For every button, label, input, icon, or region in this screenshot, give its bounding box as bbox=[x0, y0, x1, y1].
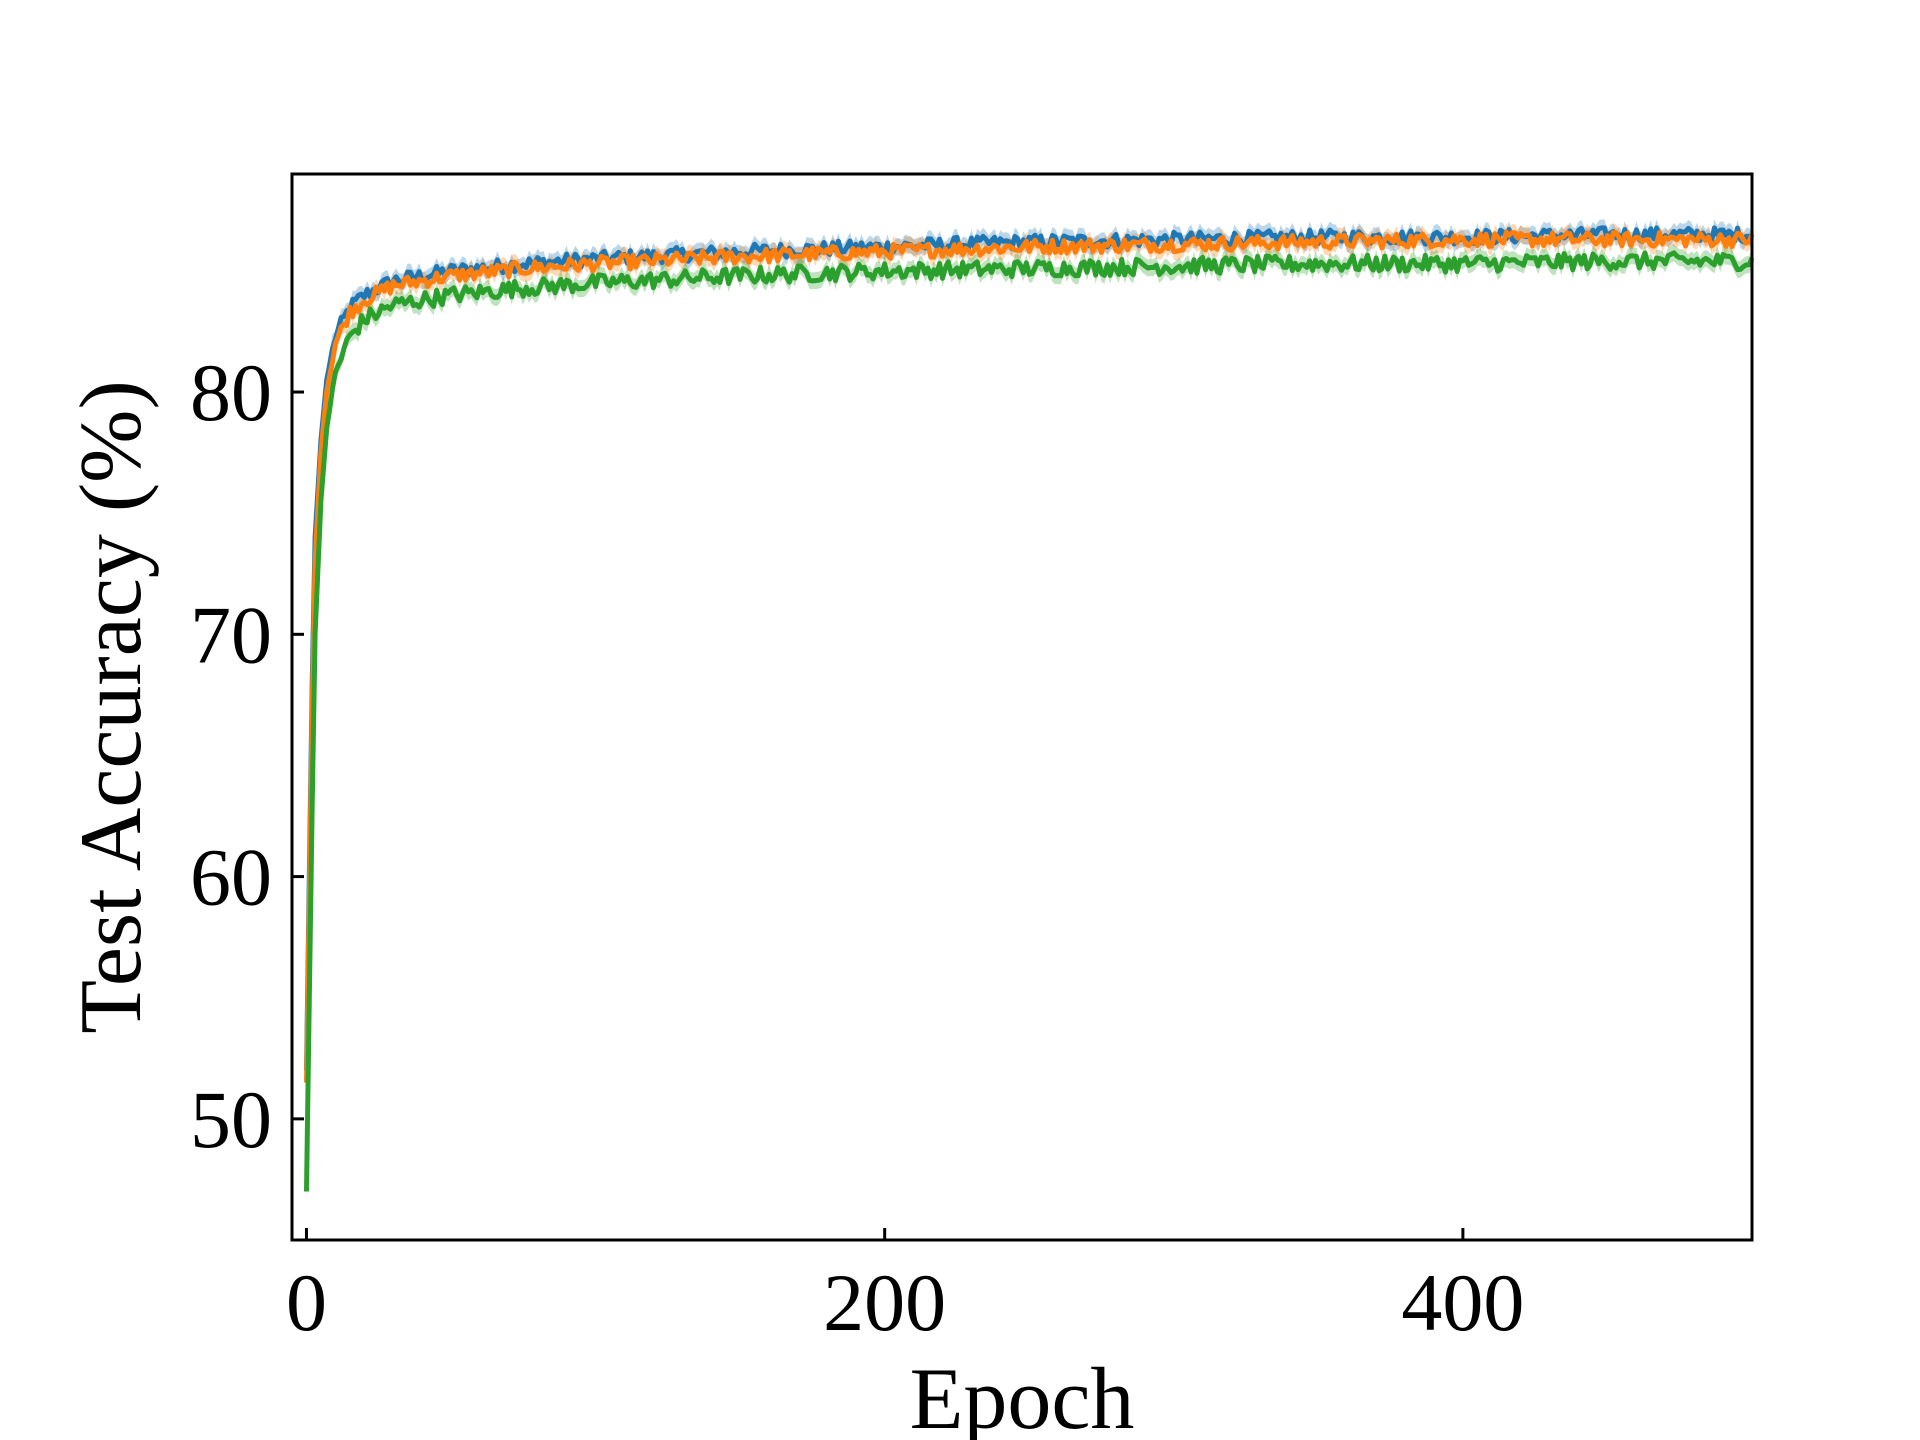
x-axis-label: Epoch bbox=[910, 1351, 1135, 1440]
x-axis-ticks: 0 200 400 bbox=[286, 1228, 1524, 1348]
plot-frame bbox=[290, 172, 1754, 1242]
series-lines bbox=[304, 225, 1755, 1192]
y-axis-label: Test Accuracy (%) bbox=[63, 380, 160, 1034]
x-tick-label: 400 bbox=[1401, 1257, 1524, 1348]
x-tick-label: 200 bbox=[823, 1257, 946, 1348]
y-axis-ticks: 50 60 70 80 bbox=[190, 347, 304, 1165]
y-tick-label: 70 bbox=[190, 589, 272, 680]
series-line bbox=[304, 250, 1755, 1192]
series-line bbox=[304, 229, 1755, 1083]
y-tick-label: 60 bbox=[190, 832, 272, 923]
x-tick-label: 0 bbox=[286, 1257, 327, 1348]
y-tick-label: 80 bbox=[190, 347, 272, 438]
y-tick-label: 50 bbox=[190, 1074, 272, 1165]
